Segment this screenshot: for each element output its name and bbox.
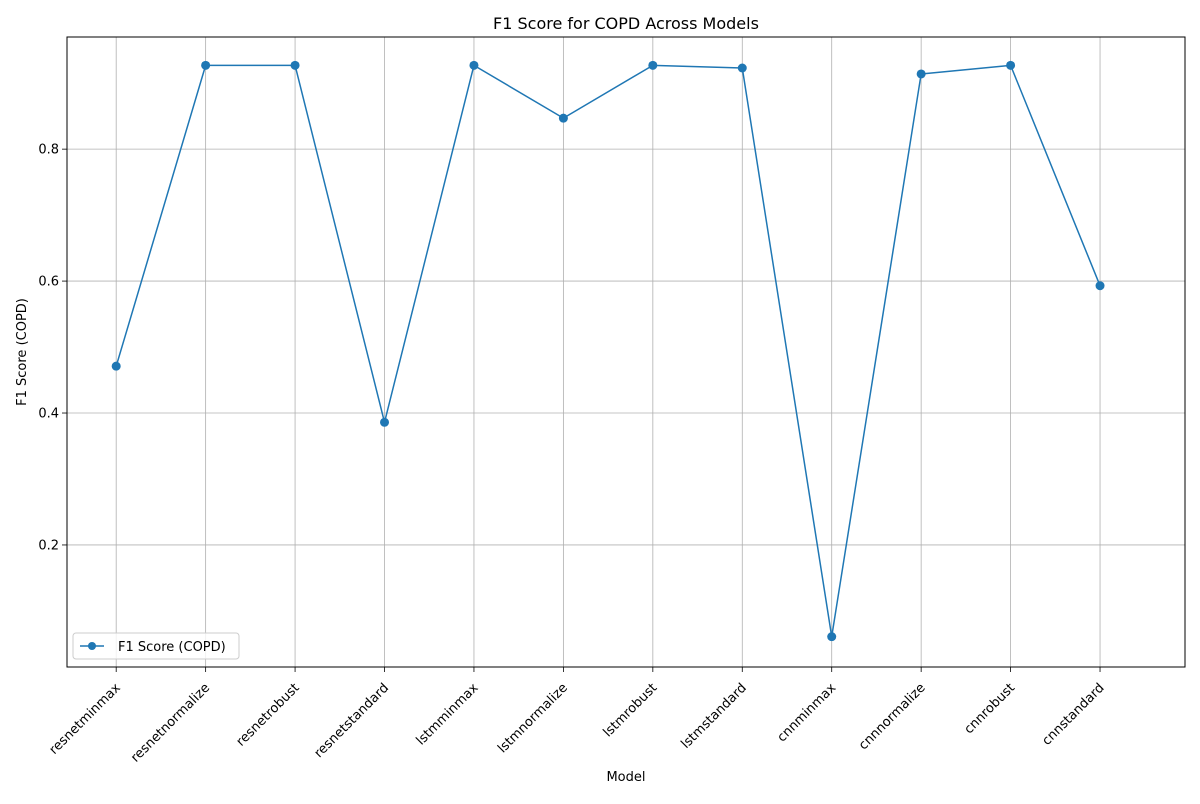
x-tick-label: lstmnormalize — [495, 681, 571, 757]
data-point — [380, 417, 390, 427]
x-tick-label: resnetrobust — [234, 681, 303, 750]
data-point — [111, 361, 121, 371]
x-axis-label: Model — [606, 770, 645, 785]
x-tick-label: resnetnormalize — [128, 681, 213, 766]
data-point — [201, 60, 211, 70]
axis-ticks: resnetminmax resnetnormalize resnetrobust r… — [38, 143, 1107, 766]
x-tick-label: cnnrobust — [962, 681, 1019, 738]
series — [111, 60, 1105, 642]
data-point — [737, 63, 747, 73]
data-point — [648, 60, 658, 70]
x-tick-label: cnnminmax — [775, 680, 840, 745]
data-point — [558, 113, 568, 123]
x-tick-label: lstmstandard — [679, 681, 750, 752]
data-point — [916, 69, 926, 79]
data-point — [469, 60, 479, 70]
legend-box — [72, 632, 240, 660]
x-tick-label: resnetstandard — [312, 681, 392, 761]
legend-point-marker — [88, 642, 96, 650]
legend: F1 Score (COPD) — [72, 632, 240, 660]
data-point — [827, 632, 837, 642]
x-tick-label: lstmrobust — [601, 681, 661, 741]
x-tick-label: resnetminmax — [47, 680, 124, 757]
x-tick-label: lstmminmax — [414, 680, 482, 748]
x-tick-label: cnnstandard — [1039, 681, 1107, 749]
y-axis-label: F1 Score (COPD) — [15, 298, 30, 406]
y-tick-label: 0.4 — [38, 407, 59, 422]
data-point — [1095, 281, 1105, 291]
x-tick-label: cnnnormalize — [856, 681, 929, 754]
legend-label: F1 Score (COPD) — [118, 640, 226, 655]
y-tick-label: 0.2 — [38, 538, 59, 553]
chart-title: F1 Score for COPD Across Models — [493, 14, 759, 33]
grid — [67, 37, 1185, 667]
plot-area-frame — [66, 36, 1186, 668]
series-line — [115, 64, 1101, 638]
y-tick-label: 0.6 — [38, 275, 59, 290]
data-point — [290, 60, 300, 70]
y-tick-label: 0.8 — [38, 143, 59, 158]
data-point — [1006, 60, 1016, 70]
